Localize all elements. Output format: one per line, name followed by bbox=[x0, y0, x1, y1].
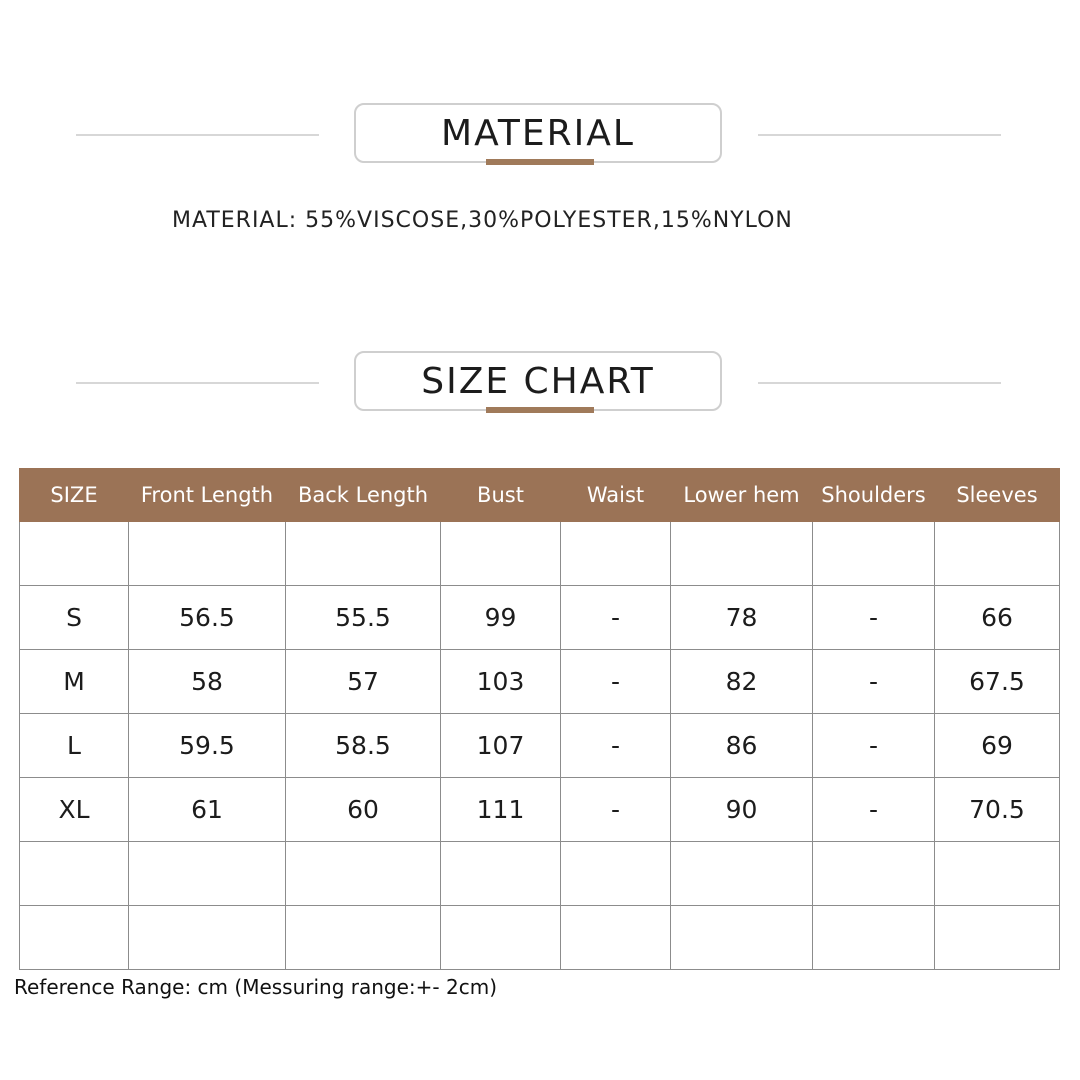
material-title-box: MATERIAL bbox=[354, 103, 722, 165]
table-row: L 59.5 58.5 107 - 86 - 69 bbox=[19, 713, 1060, 778]
table-cell bbox=[128, 521, 286, 586]
table-cell bbox=[19, 841, 129, 906]
table-cell: - bbox=[560, 777, 671, 842]
table-cell bbox=[128, 905, 286, 970]
divider-right bbox=[758, 134, 1001, 136]
table-cell: 69 bbox=[934, 713, 1060, 778]
table-cell: 58.5 bbox=[285, 713, 441, 778]
table-cell bbox=[19, 905, 129, 970]
column-header-size: SIZE bbox=[19, 468, 129, 522]
table-cell bbox=[560, 521, 671, 586]
table-cell: 67.5 bbox=[934, 649, 1060, 714]
table-cell bbox=[560, 841, 671, 906]
table-cell: 66 bbox=[934, 585, 1060, 650]
table-cell: 99 bbox=[440, 585, 561, 650]
table-cell bbox=[19, 521, 129, 586]
table-cell bbox=[812, 521, 935, 586]
table-cell: S bbox=[19, 585, 129, 650]
column-header-bust: Bust bbox=[440, 468, 561, 522]
table-cell: XL bbox=[19, 777, 129, 842]
table-cell bbox=[285, 521, 441, 586]
material-title: MATERIAL bbox=[441, 113, 635, 154]
table-cell: 58 bbox=[128, 649, 286, 714]
table-cell bbox=[440, 905, 561, 970]
table-cell bbox=[670, 841, 813, 906]
divider-left bbox=[76, 134, 319, 136]
table-cell: - bbox=[560, 649, 671, 714]
table-cell: M bbox=[19, 649, 129, 714]
table-cell: - bbox=[812, 585, 935, 650]
table-cell: 103 bbox=[440, 649, 561, 714]
table-cell: 57 bbox=[285, 649, 441, 714]
table-cell: 55.5 bbox=[285, 585, 441, 650]
table-cell: L bbox=[19, 713, 129, 778]
table-cell: 111 bbox=[440, 777, 561, 842]
column-header-front-length: Front Length bbox=[128, 468, 286, 522]
reference-range-note: Reference Range: cm (Messuring range:+- … bbox=[14, 975, 498, 999]
size-chart-title-box: SIZE CHART bbox=[354, 351, 722, 413]
table-cell: 78 bbox=[670, 585, 813, 650]
column-header-back-length: Back Length bbox=[285, 468, 441, 522]
size-chart-title: SIZE CHART bbox=[421, 361, 655, 402]
table-cell: - bbox=[812, 713, 935, 778]
title-underline bbox=[486, 159, 594, 165]
table-cell bbox=[560, 905, 671, 970]
table-cell: 82 bbox=[670, 649, 813, 714]
size-chart-header: SIZE CHART bbox=[0, 351, 1080, 415]
table-cell bbox=[934, 905, 1060, 970]
table-cell bbox=[670, 905, 813, 970]
table-cell bbox=[440, 521, 561, 586]
table-cell: 90 bbox=[670, 777, 813, 842]
table-row: XL 61 60 111 - 90 - 70.5 bbox=[19, 777, 1060, 842]
table-cell bbox=[128, 841, 286, 906]
divider-right bbox=[758, 382, 1001, 384]
column-header-waist: Waist bbox=[560, 468, 671, 522]
table-cell: 56.5 bbox=[128, 585, 286, 650]
table-cell: - bbox=[560, 585, 671, 650]
table-row bbox=[19, 521, 1060, 586]
material-header: MATERIAL bbox=[0, 103, 1080, 167]
table-cell bbox=[440, 841, 561, 906]
table-cell: - bbox=[812, 649, 935, 714]
table-cell bbox=[812, 905, 935, 970]
table-row: S 56.5 55.5 99 - 78 - 66 bbox=[19, 585, 1060, 650]
table-cell bbox=[934, 841, 1060, 906]
divider-left bbox=[76, 382, 319, 384]
table-row: M 58 57 103 - 82 - 67.5 bbox=[19, 649, 1060, 714]
table-cell: 107 bbox=[440, 713, 561, 778]
table-cell: 59.5 bbox=[128, 713, 286, 778]
table-cell bbox=[285, 841, 441, 906]
table-cell: 61 bbox=[128, 777, 286, 842]
table-cell bbox=[285, 905, 441, 970]
table-cell bbox=[812, 841, 935, 906]
table-row bbox=[19, 841, 1060, 906]
size-table: SIZE Front Length Back Length Bust Waist… bbox=[19, 468, 1060, 970]
material-composition: MATERIAL: 55%VISCOSE,30%POLYESTER,15%NYL… bbox=[172, 208, 793, 233]
table-cell bbox=[670, 521, 813, 586]
table-cell: - bbox=[812, 777, 935, 842]
column-header-shoulders: Shoulders bbox=[812, 468, 935, 522]
column-header-sleeves: Sleeves bbox=[934, 468, 1060, 522]
table-cell: 70.5 bbox=[934, 777, 1060, 842]
table-cell bbox=[934, 521, 1060, 586]
table-header-row: SIZE Front Length Back Length Bust Waist… bbox=[19, 468, 1060, 522]
table-row bbox=[19, 905, 1060, 970]
table-cell: 86 bbox=[670, 713, 813, 778]
table-cell: 60 bbox=[285, 777, 441, 842]
table-cell: - bbox=[560, 713, 671, 778]
title-underline bbox=[486, 407, 594, 413]
column-header-lower-hem: Lower hem bbox=[670, 468, 813, 522]
